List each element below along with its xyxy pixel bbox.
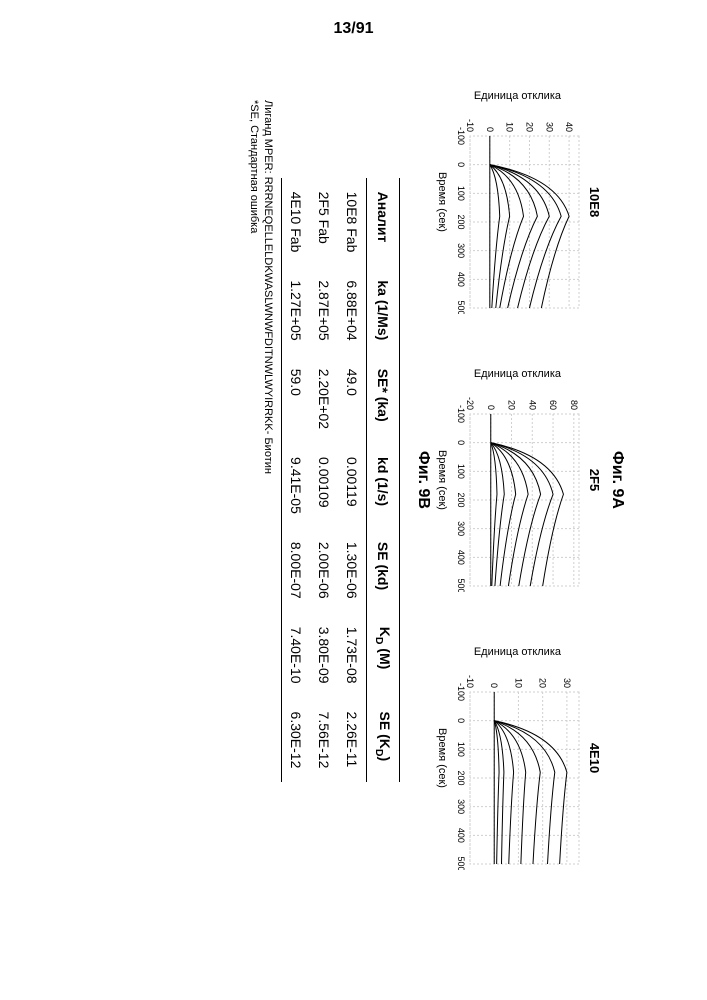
- svg-text:300: 300: [456, 799, 466, 814]
- table-header-cell: ka (1/Ms): [367, 266, 400, 354]
- table-cell: 1.27E+05: [282, 266, 311, 354]
- figure-9b-title: Фиг. 9B: [414, 80, 432, 880]
- table-cell: 2.87E+05: [310, 266, 338, 354]
- chart-panel: 4E10Единица отклика-100102030-1000100200…: [436, 646, 602, 870]
- table-cell: 7.56E-12: [310, 698, 338, 783]
- chart-y-label: Единица отклика: [474, 90, 561, 102]
- svg-text:20: 20: [538, 678, 548, 688]
- table-row: 4E10 Fab1.27E+0559.09.41E-058.00E-077.40…: [282, 178, 311, 783]
- chart-panel: 10E8Единица отклика-10010203040-10001002…: [436, 90, 602, 314]
- svg-text:20: 20: [507, 400, 517, 410]
- svg-text:500: 500: [456, 300, 466, 314]
- svg-text:-100: -100: [456, 405, 466, 423]
- table-cell: 8.00E-07: [282, 528, 311, 613]
- table-cell: 59.0: [282, 355, 311, 443]
- table-cell: 10E8 Fab: [338, 178, 367, 267]
- chart-panel: 2F5 Единица отклика -20 0 20 40 60 80 -100 0 100 20…: [436, 368, 602, 592]
- svg-text:300: 300: [456, 521, 466, 536]
- table-cell: 4E10 Fab: [282, 178, 311, 267]
- table-cell: 0.00119: [338, 443, 367, 528]
- table-cell: 7.40E-10: [282, 613, 311, 698]
- chart-series-label: 10E8: [587, 187, 602, 217]
- chart-y-label: Единица отклика: [474, 646, 561, 658]
- svg-text:40: 40: [564, 122, 574, 132]
- svg-text:-100: -100: [456, 127, 466, 145]
- footnote-ligand: Лиганд MPER: RRRNEQELLELDKWASLWNWFDITNWL…: [261, 100, 275, 860]
- svg-text:200: 200: [456, 214, 466, 229]
- table-cell: 2.00E-06: [310, 528, 338, 613]
- svg-text:0: 0: [486, 405, 496, 410]
- table-header-cell: SE (kd): [367, 528, 400, 613]
- figure-9a-title: Фиг. 9A: [608, 80, 626, 880]
- table-cell: 2F5 Fab: [310, 178, 338, 267]
- table-cell: 1.73E-08: [338, 613, 367, 698]
- svg-text:20: 20: [524, 122, 534, 132]
- svg-text:10: 10: [505, 122, 515, 132]
- chart-4E10: -100102030-1000100200300400500: [450, 660, 585, 870]
- svg-text:200: 200: [456, 492, 466, 507]
- svg-text:200: 200: [456, 770, 466, 785]
- table-cell: 49.0: [338, 355, 367, 443]
- page: 13/91 Фиг. 9A 10E8Единица отклика-100102…: [0, 0, 707, 1000]
- svg-text:400: 400: [456, 550, 466, 565]
- table-row: 10E8 Fab6.88E+0449.00.001191.30E-061.73E…: [338, 178, 367, 783]
- svg-text:100: 100: [456, 742, 466, 757]
- svg-text:80: 80: [569, 400, 579, 410]
- svg-text:10: 10: [513, 678, 523, 688]
- footnote-se: *SE, Стандартная ошибка: [247, 100, 261, 860]
- table-cell: 6.30E-12: [282, 698, 311, 783]
- table-body: 10E8 Fab6.88E+0449.00.001191.30E-061.73E…: [282, 178, 367, 783]
- svg-text:0: 0: [456, 440, 466, 445]
- table-cell: 0.00109: [310, 443, 338, 528]
- chart-series-label: 4E10: [587, 743, 602, 773]
- page-number: 13/91: [0, 20, 707, 38]
- table-cell: 2.20E+02: [310, 355, 338, 443]
- chart-x-label: Время (сек): [436, 450, 448, 510]
- svg-text:-10: -10: [465, 675, 475, 688]
- figure-content: Фиг. 9A 10E8Единица отклика-10010203040-…: [70, 80, 630, 880]
- table-header-cell: KD (M): [367, 613, 400, 698]
- chart-series-label: 2F5: [587, 469, 602, 491]
- table-header-cell: SE* (ka): [367, 355, 400, 443]
- svg-text:0: 0: [456, 718, 466, 723]
- table-row: 2F5 Fab2.87E+052.20E+020.001092.00E-063.…: [310, 178, 338, 783]
- chart-x-label: Время (сек): [436, 172, 448, 232]
- svg-text:-20: -20: [465, 397, 475, 410]
- svg-text:-100: -100: [456, 683, 466, 701]
- svg-text:0: 0: [485, 127, 495, 132]
- chart-wrap: Единица отклика -20 0 20 40 60 80 -100 0 100 200 30…: [450, 368, 585, 592]
- svg-text:30: 30: [544, 122, 554, 132]
- svg-text:-10: -10: [465, 119, 475, 132]
- table-header-cell: SE (KD): [367, 698, 400, 783]
- svg-text:500: 500: [456, 578, 466, 592]
- table-header-cell: Аналит: [367, 178, 400, 267]
- svg-text:100: 100: [456, 464, 466, 479]
- svg-text:400: 400: [456, 272, 466, 287]
- table-cell: 2.26E-11: [338, 698, 367, 783]
- svg-text:60: 60: [548, 400, 558, 410]
- svg-text:500: 500: [456, 856, 466, 870]
- chart-wrap: Единица отклика-10010203040-100010020030…: [450, 90, 585, 314]
- table-cell: 9.41E-05: [282, 443, 311, 528]
- footnote: Лиганд MPER: RRRNEQELLELDKWASLWNWFDITNWL…: [247, 80, 276, 880]
- charts-row: 10E8Единица отклика-10010203040-10001002…: [436, 80, 602, 880]
- svg-text:0: 0: [456, 162, 466, 167]
- svg-text:30: 30: [562, 678, 572, 688]
- svg-text:400: 400: [456, 828, 466, 843]
- chart-y-label: Единица отклика: [474, 368, 561, 380]
- table-header-row: Аналитka (1/Ms)SE* (ka)kd (1/s)SE (kd)KD…: [367, 178, 400, 783]
- svg-text:40: 40: [527, 400, 537, 410]
- chart-2F5: -20 0 20 40 60 80 -100 0 100 200 300 400 500: [450, 382, 585, 592]
- table-cell: 1.30E-06: [338, 528, 367, 613]
- table-header-cell: kd (1/s): [367, 443, 400, 528]
- chart-x-label: Время (сек): [436, 728, 448, 788]
- svg-text:100: 100: [456, 186, 466, 201]
- svg-text:300: 300: [456, 243, 466, 258]
- chart-10E8: -10010203040-1000100200300400500: [450, 104, 585, 314]
- svg-text:0: 0: [489, 683, 499, 688]
- table-cell: 3.80E-09: [310, 613, 338, 698]
- kinetics-table: Аналитka (1/Ms)SE* (ka)kd (1/s)SE (kd)KD…: [281, 178, 400, 783]
- table-cell: 6.88E+04: [338, 266, 367, 354]
- chart-wrap: Единица отклика-100102030-10001002003004…: [450, 646, 585, 870]
